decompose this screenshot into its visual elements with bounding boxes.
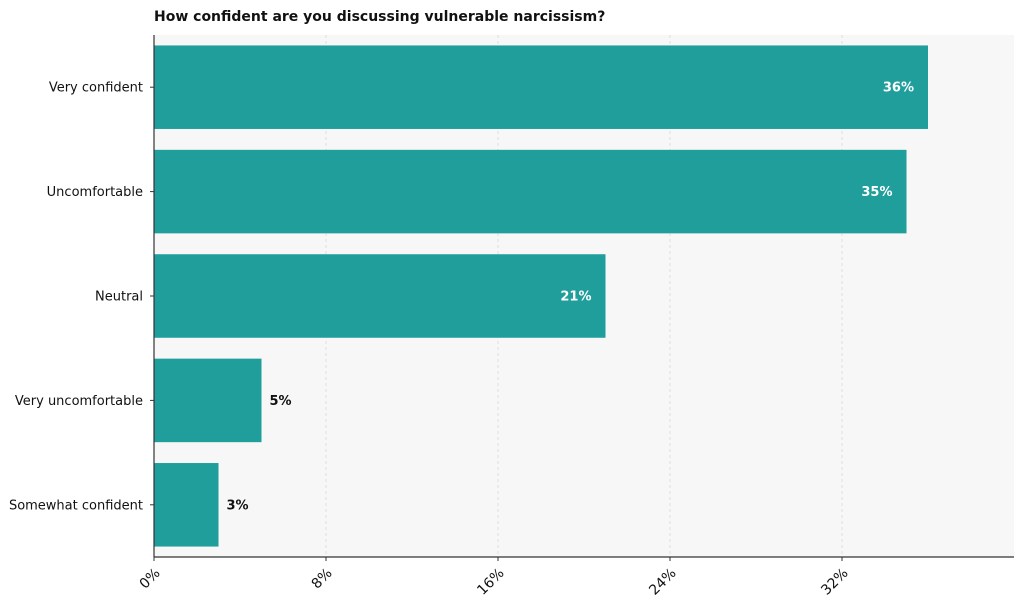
bar-0 [154,45,928,129]
y-tick-label-1: Uncomfortable [47,185,143,200]
data-label-1: 35% [861,185,892,200]
data-label-0: 36% [883,81,914,96]
data-label-2: 21% [560,290,591,305]
bars [154,45,928,547]
x-tick-label-2: 16% [474,565,507,598]
y-tick-label-2: Neutral [95,290,143,305]
bar-3 [154,358,262,443]
y-tick-label-0: Very confident [49,81,143,96]
x-tick-label-0: 0% [137,565,164,592]
data-label-4: 3% [227,498,249,513]
chart-title: How confident are you discussing vulnera… [154,9,605,25]
bar-4 [154,463,219,547]
y-tick-label-3: Very uncomfortable [15,394,143,409]
x-tick-label-1: 8% [309,565,336,592]
bar-1 [154,149,907,234]
data-labels: 36% 35% 21% 5% 3% [227,81,915,514]
x-tick-label-4: 32% [818,565,851,598]
x-tick-label-3: 24% [646,565,679,598]
y-tick-label-4: Somewhat confident [9,498,143,513]
data-label-3: 5% [270,394,292,409]
bar-2 [154,254,606,338]
